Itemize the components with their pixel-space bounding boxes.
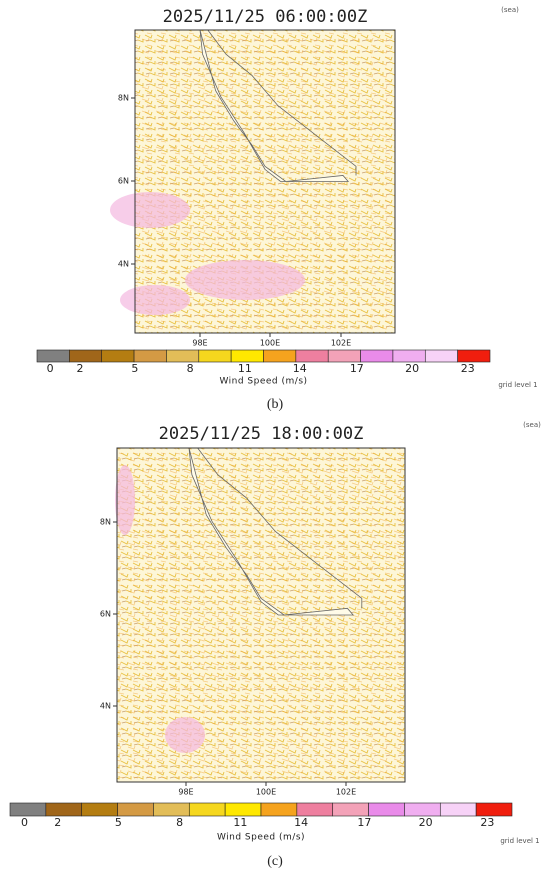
caption: (c) [267,854,283,869]
colorbar-label: 0 [21,816,28,829]
coastline [199,29,350,182]
colorbar-label: 23 [480,816,494,829]
coastline [207,29,357,176]
colorbar-title: Wind Speed (m/s) [217,833,305,843]
colorbar-swatch [36,349,70,363]
grid-note: grid level 1 [498,381,537,389]
colorbar-swatch [296,802,334,817]
y-tick-label: 4N [118,260,129,269]
colorbar-label: 5 [115,816,122,829]
colorbar-swatch [439,802,477,817]
y-tick-label: 8N [100,518,111,527]
caption: (b) [267,397,284,412]
coastline [197,447,363,609]
high-wind-zone [165,717,205,753]
colorbar-swatch [457,349,491,363]
colorbar-label: 23 [461,362,475,375]
high-wind-zone [120,285,190,315]
colorbar-swatch [101,349,135,363]
colorbar-swatch [166,349,200,363]
map-frame [116,447,406,783]
high-wind-zone [185,260,305,300]
colorbar-label: 8 [176,816,183,829]
colorbar-label: 17 [350,362,364,375]
colorbar-swatch [260,802,298,817]
coastline [188,447,355,616]
colorbar-swatch [263,349,297,363]
colorbar-swatch [224,802,262,817]
colorbar-title: Wind Speed (m/s) [219,377,307,387]
colorbar-swatch [368,802,405,817]
panel-title: 2025/11/25 06:00:00Z [163,7,368,27]
colorbar-label: 0 [47,362,54,375]
high-wind-zone [115,465,135,535]
x-tick-label: 100E [256,788,276,797]
panel-title: 2025/11/25 18:00:00Z [159,424,364,444]
y-tick-label: 8N [118,94,129,103]
high-wind-zone [110,192,190,228]
colorbar-label: 14 [294,816,308,829]
x-tick-label: 98E [192,339,207,348]
colorbar-label: 20 [419,816,433,829]
x-tick-label: 100E [260,339,280,348]
x-tick-label: 102E [336,788,356,797]
colorbar-swatch [133,349,167,363]
colorbar-label: 2 [77,362,84,375]
map-field-overlay [117,448,405,782]
y-tick-label: 6N [100,610,111,619]
colorbar-swatch [230,349,264,363]
colorbar-label: 11 [233,816,247,829]
colorbar-swatch [327,349,361,363]
colorbar-swatch [475,802,513,817]
x-tick-label: 98E [178,788,193,797]
grid-note: grid level 1 [500,837,539,845]
colorbar-swatch [45,802,83,817]
colorbar-swatch [404,802,441,817]
colorbar-label: 11 [238,362,252,375]
colorbar-label: 20 [405,362,419,375]
colorbar-swatch [69,349,103,363]
colorbar-swatch [332,802,369,817]
colorbar-swatch [9,802,47,817]
x-tick-label: 102E [331,339,351,348]
colorbar-label: 17 [357,816,371,829]
y-tick-label: 6N [118,177,129,186]
panel-tag: (sea) [523,421,541,429]
colorbar-swatch [198,349,232,363]
colorbar-swatch [295,349,329,363]
colorbar-swatch [117,802,154,817]
colorbar-label: 2 [54,816,61,829]
colorbar-swatch [153,802,190,817]
colorbar-swatch [188,802,226,817]
colorbar-swatch [392,349,426,363]
y-tick-label: 4N [100,702,111,711]
panel-tag: (sea) [501,6,519,14]
colorbar-swatch [424,349,458,363]
colorbar-swatch [360,349,394,363]
colorbar-label: 14 [293,362,307,375]
colorbar-label: 5 [131,362,138,375]
colorbar-label: 8 [187,362,194,375]
colorbar-swatch [81,802,118,817]
